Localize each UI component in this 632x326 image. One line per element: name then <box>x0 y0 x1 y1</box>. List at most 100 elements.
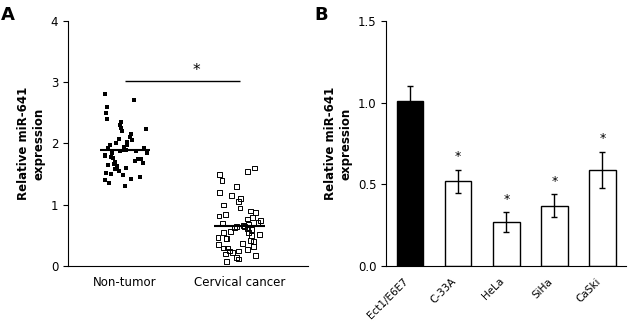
Point <box>142 150 152 155</box>
Point <box>138 160 149 166</box>
Point <box>214 214 224 219</box>
Point <box>232 184 242 189</box>
Point <box>251 210 261 215</box>
Point <box>116 119 126 125</box>
Point <box>127 138 137 143</box>
Point <box>217 178 227 183</box>
Point <box>100 92 110 97</box>
Point <box>116 128 126 134</box>
Point <box>119 144 129 149</box>
Point <box>234 256 244 261</box>
Bar <box>541 206 568 266</box>
Point <box>226 229 236 234</box>
Point <box>247 215 257 220</box>
Point <box>221 236 231 241</box>
Point <box>128 98 138 103</box>
Point <box>219 230 229 235</box>
Bar <box>397 101 423 266</box>
Point <box>242 216 252 222</box>
Point <box>248 244 258 249</box>
Point <box>102 104 112 109</box>
Point <box>100 110 111 115</box>
Point <box>104 143 114 148</box>
Point <box>112 164 122 170</box>
Point <box>118 173 128 178</box>
Point <box>250 166 260 171</box>
Point <box>243 222 253 227</box>
Point <box>220 251 230 257</box>
Point <box>100 178 110 183</box>
Point <box>235 196 245 201</box>
Bar <box>589 170 616 266</box>
Point <box>103 162 113 168</box>
Point <box>243 230 253 235</box>
Point <box>100 170 111 176</box>
Point <box>100 152 110 157</box>
Bar <box>493 222 520 266</box>
Point <box>243 169 253 174</box>
Point <box>106 171 116 177</box>
Point <box>131 148 142 154</box>
Point <box>233 248 243 254</box>
Point <box>256 218 266 223</box>
Point <box>217 221 228 226</box>
Point <box>250 253 260 258</box>
Point <box>222 245 233 250</box>
Point <box>218 245 228 250</box>
Point <box>133 156 143 161</box>
Point <box>126 176 137 182</box>
Point <box>130 158 140 163</box>
Point <box>112 163 122 168</box>
Text: *: * <box>455 150 461 163</box>
Y-axis label: Relative miR-641
expression: Relative miR-641 expression <box>324 87 352 200</box>
Text: *: * <box>503 193 509 206</box>
Point <box>107 155 118 160</box>
Point <box>234 199 244 204</box>
Point <box>109 161 119 166</box>
Point <box>136 157 146 162</box>
Point <box>115 123 125 128</box>
Point <box>122 142 132 147</box>
Point <box>255 232 265 237</box>
Point <box>103 145 113 150</box>
Point <box>215 190 225 195</box>
Point <box>119 147 129 152</box>
Point <box>240 224 250 229</box>
Point <box>221 236 231 241</box>
Point <box>122 140 132 145</box>
Point <box>245 208 255 214</box>
Point <box>213 242 223 247</box>
Point <box>222 259 232 264</box>
Point <box>231 224 241 229</box>
Point <box>100 153 111 158</box>
Point <box>231 255 241 260</box>
Bar <box>445 181 471 266</box>
Point <box>229 225 240 230</box>
Point <box>106 155 116 160</box>
Point <box>243 247 253 252</box>
Point <box>114 137 125 142</box>
Point <box>102 116 112 122</box>
Point <box>246 233 257 238</box>
Point <box>135 175 145 180</box>
Text: *: * <box>551 175 557 188</box>
Point <box>104 181 114 186</box>
Point <box>141 127 151 132</box>
Point <box>116 126 126 131</box>
Point <box>140 146 150 151</box>
Point <box>245 238 255 243</box>
Point <box>213 235 223 240</box>
Point <box>246 227 256 232</box>
Point <box>107 151 117 156</box>
Point <box>114 169 124 174</box>
Text: B: B <box>314 6 327 24</box>
Point <box>110 159 120 165</box>
Point <box>126 132 137 137</box>
Point <box>243 226 253 231</box>
Point <box>218 202 228 208</box>
Point <box>235 205 245 211</box>
Point <box>121 166 131 171</box>
Point <box>111 167 121 172</box>
Point <box>238 223 248 228</box>
Text: A: A <box>1 6 15 24</box>
